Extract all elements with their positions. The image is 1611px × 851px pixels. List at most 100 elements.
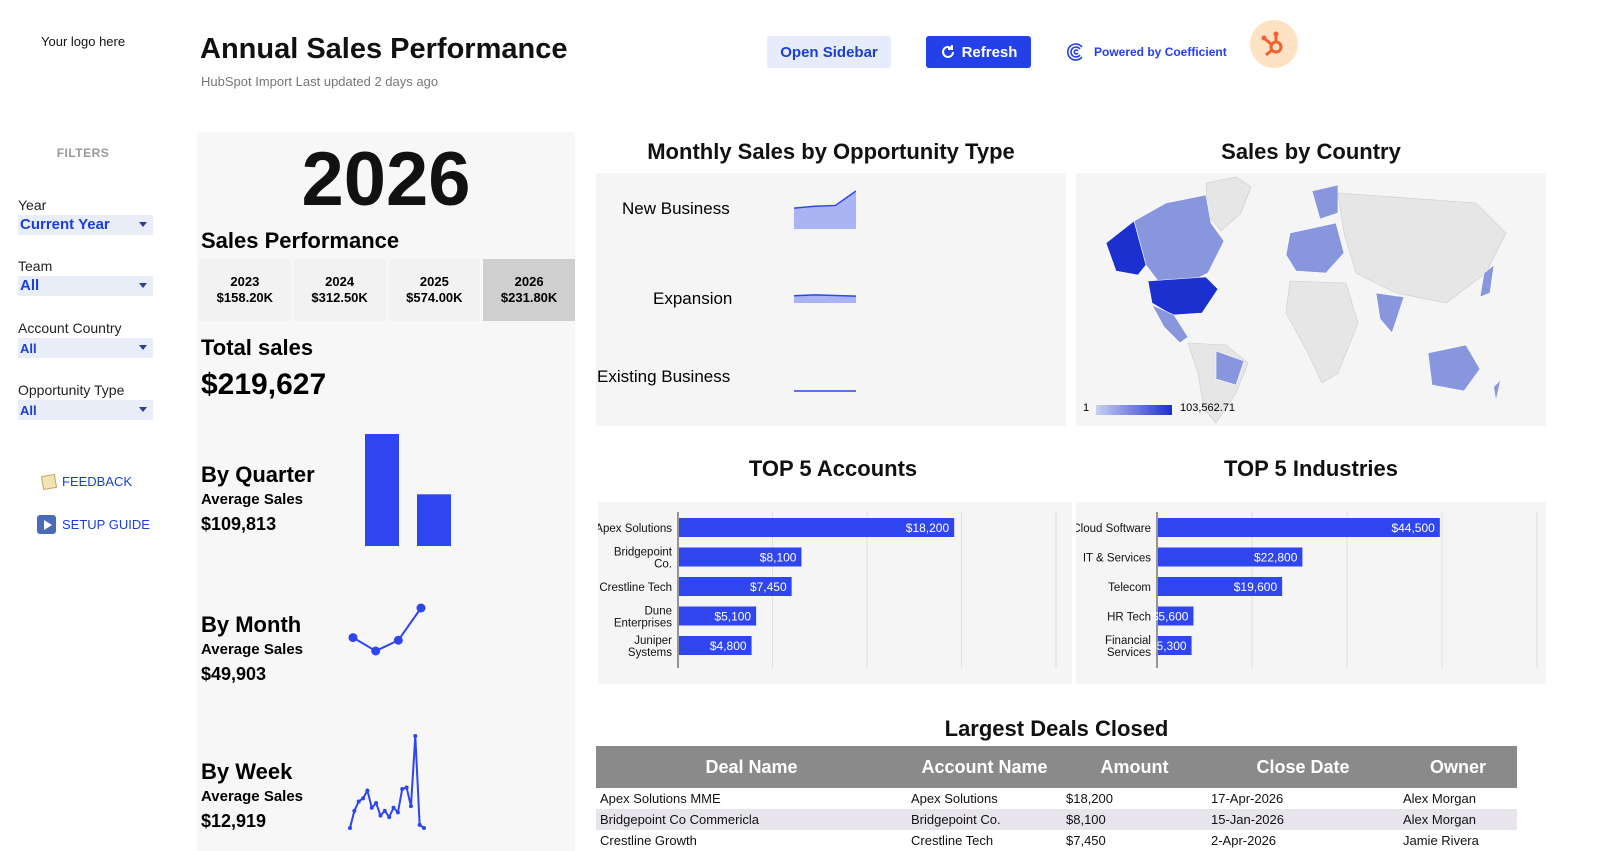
powered-by-coefficient[interactable]: Powered by Coefficient (1066, 42, 1227, 62)
sidebar: Your logo here FILTERS Year Current Year… (0, 0, 170, 851)
cell-amount: $8,100 (1062, 809, 1207, 830)
year-tile-2025[interactable]: 2025 $574.00K (388, 259, 481, 321)
filter-team-value: All (20, 277, 40, 294)
quarter-bar[interactable] (365, 434, 399, 546)
week-point[interactable] (404, 785, 409, 790)
filter-team-select[interactable]: All (18, 276, 153, 296)
setup-guide-link[interactable]: SETUP GUIDE (37, 515, 150, 534)
bar[interactable] (1158, 636, 1192, 655)
filter-opportunity-type: Opportunity Type All (18, 382, 153, 420)
week-point[interactable] (413, 734, 418, 738)
by-month-title: By Month (201, 612, 302, 637)
series-label-expansion: Expansion (653, 289, 733, 308)
bar[interactable] (679, 577, 792, 596)
bar[interactable] (679, 547, 802, 567)
bar[interactable] (1158, 577, 1283, 596)
week-point[interactable] (395, 810, 400, 815)
year-tile-year: 2026 (514, 274, 544, 289)
column-header-account-name[interactable]: Account Name (907, 746, 1062, 788)
week-point[interactable] (369, 805, 374, 810)
open-sidebar-button[interactable]: Open Sidebar (767, 36, 891, 68)
bar[interactable] (679, 636, 752, 655)
by-week-block: By Week Average Sales $12,919 (201, 759, 303, 832)
column-header-close-date[interactable]: Close Date (1207, 746, 1399, 788)
column-header-owner[interactable]: Owner (1399, 746, 1517, 788)
cell-close-date: 15-Jan-2026 (1207, 809, 1399, 830)
cell-deal-name: Apex Solutions MME (600, 791, 721, 806)
week-point[interactable] (382, 808, 387, 813)
by-quarter-value: $109,813 (201, 514, 277, 534)
chevron-down-icon (139, 222, 147, 227)
refresh-label: Refresh (961, 43, 1018, 61)
week-point[interactable] (417, 822, 422, 827)
month-point[interactable] (371, 646, 381, 656)
by-week-sub: Average Sales (201, 788, 304, 805)
bar[interactable] (679, 518, 955, 537)
year-tile-2026[interactable]: 2026 $231.80K (483, 259, 575, 321)
cell-close-date: 2-Apr-2026 (1211, 833, 1277, 848)
week-point[interactable] (365, 788, 370, 793)
map-legend-min: 1 (1083, 402, 1090, 414)
category-label: Co. (654, 559, 672, 571)
week-point[interactable] (374, 801, 379, 806)
column-header-amount[interactable]: Amount (1062, 746, 1207, 788)
month-point[interactable] (348, 633, 358, 643)
filter-opportunity-type-select[interactable]: All (18, 400, 153, 420)
year-tile-value: $312.50K (311, 290, 368, 305)
category-label: Dune (645, 606, 673, 618)
cell-account-name: Apex Solutions (911, 791, 998, 806)
filter-account-country-select[interactable]: All (18, 338, 153, 358)
filter-opportunity-type-label: Opportunity Type (18, 382, 125, 398)
map-legend-max: 103,562.71 (1180, 402, 1236, 414)
year-tile-year: 2023 (230, 274, 260, 289)
setup-guide-label: SETUP GUIDE (62, 517, 150, 532)
cell-owner: Alex Morgan (1399, 809, 1517, 830)
bar-value-label: $44,500 (1391, 521, 1435, 535)
top-industries-title: TOP 5 Industries (1223, 456, 1399, 481)
hubspot-logo-icon (1250, 20, 1298, 68)
week-point[interactable] (352, 808, 357, 813)
week-point[interactable] (400, 787, 405, 792)
week-point[interactable] (361, 796, 366, 801)
sparkline-expansion (794, 294, 856, 303)
week-point[interactable] (348, 826, 352, 830)
bar[interactable] (1158, 518, 1440, 537)
year-tile-2023[interactable]: 2023 $158.20K (199, 259, 291, 321)
week-point[interactable] (408, 804, 413, 809)
table-row[interactable]: Apex Solutions MME Apex Solutions $18,20… (596, 788, 1517, 809)
filter-year-label: Year (18, 197, 47, 213)
week-point[interactable] (391, 805, 396, 810)
chevron-down-icon (139, 345, 147, 350)
table-row[interactable]: Crestline Growth Crestline Tech $7,450 2… (596, 830, 1517, 851)
week-point[interactable] (356, 799, 361, 804)
feedback-link[interactable]: FEEDBACK (40, 473, 132, 490)
quarter-bar[interactable] (417, 494, 451, 546)
filter-account-country-value: All (20, 341, 37, 356)
refresh-icon (941, 45, 954, 58)
series-label-existing-business: Existing Business (597, 367, 731, 386)
filter-year-select[interactable]: Current Year (18, 215, 153, 235)
week-point[interactable] (387, 815, 392, 820)
month-point[interactable] (393, 635, 403, 645)
chevron-down-icon (139, 407, 147, 412)
by-month-chart (348, 603, 426, 656)
refresh-button[interactable]: Refresh (926, 36, 1031, 68)
monthly-sales-panel: New Business Expansion Existing Business (596, 173, 1066, 426)
total-sales-label: Total sales (201, 335, 314, 360)
month-point[interactable] (416, 603, 426, 613)
week-line (349, 735, 425, 829)
bar[interactable] (1158, 547, 1303, 567)
year-tile-2024[interactable]: 2024 $312.50K (293, 259, 386, 321)
by-month-sub: Average Sales (201, 641, 304, 658)
filter-year: Year Current Year (18, 197, 153, 235)
column-header-deal-name[interactable]: Deal Name (596, 746, 907, 788)
cell-account-name: Crestline Tech (911, 833, 994, 848)
bar[interactable] (1158, 606, 1194, 626)
cell-amount: $18,200 (1066, 791, 1113, 806)
bar[interactable] (679, 606, 757, 626)
week-point[interactable] (422, 826, 426, 830)
sales-by-country-panel[interactable]: 1 103,562.71 (1076, 173, 1546, 426)
category-label: Systems (628, 647, 672, 659)
week-point[interactable] (378, 813, 383, 818)
table-row[interactable]: Bridgepoint Co Commericla Bridgepoint Co… (596, 809, 1517, 830)
